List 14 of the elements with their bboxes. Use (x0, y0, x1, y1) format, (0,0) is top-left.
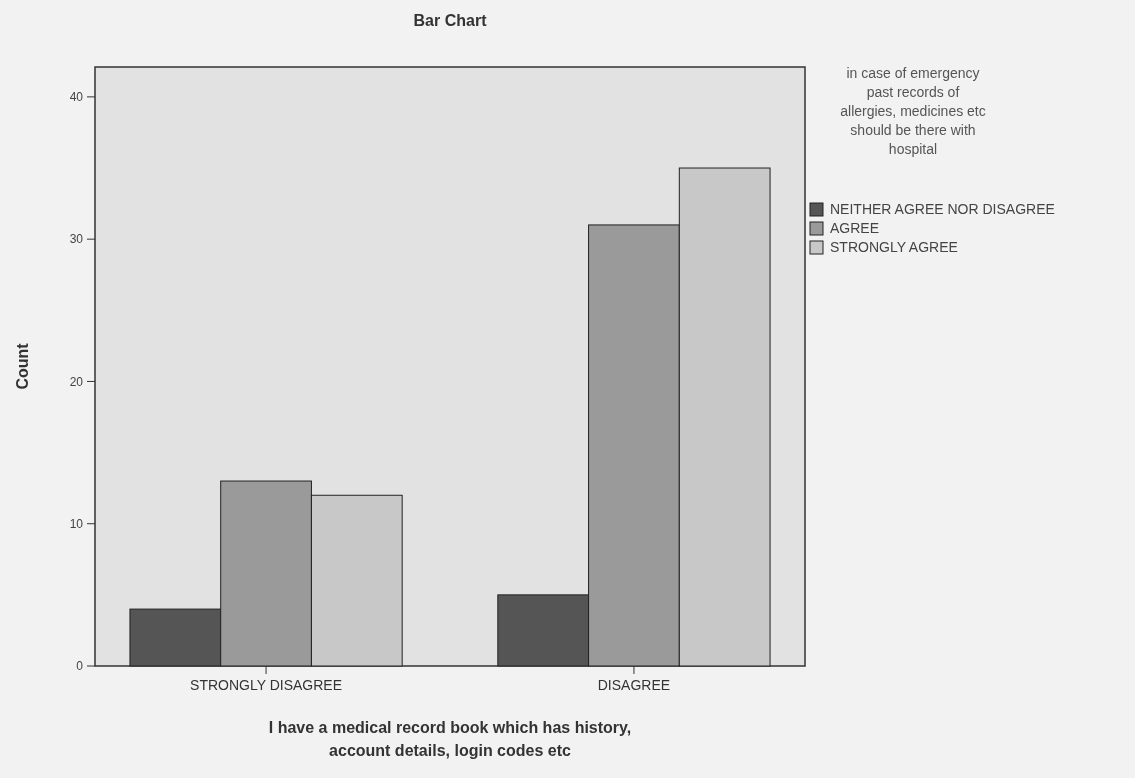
legend-title: in case of emergency past records of allergies, medicines etc should be there with hospital (840, 65, 986, 157)
legend-label: NEITHER AGREE NOR DISAGREE (830, 201, 1055, 217)
legend-label: STRONGLY AGREE (830, 239, 958, 255)
y-tick-label: 40 (69, 90, 84, 105)
y-tick-label: 0 (76, 659, 84, 674)
y-tick-label: 30 (69, 232, 84, 247)
y-axis-title: Count (14, 342, 31, 390)
x-tick-label: STRONGLY DISAGREE (190, 677, 343, 693)
x-tick-label: DISAGREE (597, 677, 671, 693)
y-tick-label: 10 (69, 516, 84, 531)
legend-label: AGREE (830, 220, 880, 236)
chart-title: Bar Chart (413, 12, 488, 29)
y-tick-label: 20 (69, 374, 84, 389)
x-axis-title: I have a medical record book which has history, account details, login codes etc (268, 719, 632, 759)
